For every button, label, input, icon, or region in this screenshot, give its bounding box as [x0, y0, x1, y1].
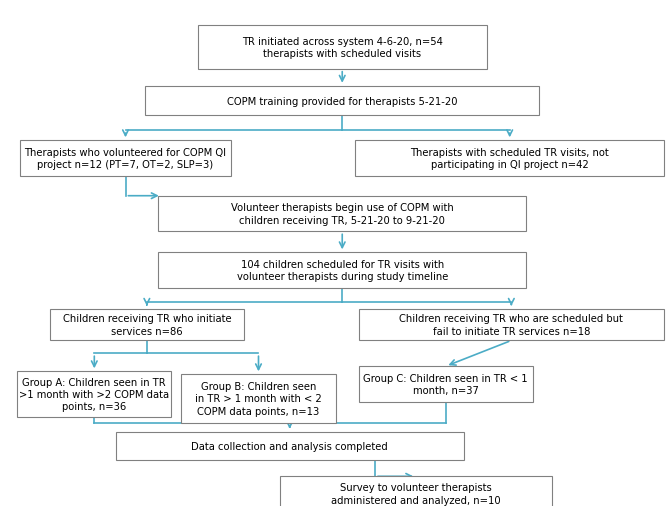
FancyBboxPatch shape [159, 253, 526, 288]
FancyBboxPatch shape [17, 372, 171, 417]
FancyBboxPatch shape [50, 309, 244, 341]
Text: Group B: Children seen
in TR > 1 month with < 2
COPM data points, n=13: Group B: Children seen in TR > 1 month w… [195, 381, 322, 416]
Text: COPM training provided for therapists 5-21-20: COPM training provided for therapists 5-… [227, 96, 458, 106]
FancyBboxPatch shape [280, 476, 552, 509]
Text: Group C: Children seen in TR < 1
month, n=37: Group C: Children seen in TR < 1 month, … [364, 373, 528, 395]
Text: Children receiving TR who are scheduled but
fail to initiate TR services n=18: Children receiving TR who are scheduled … [399, 314, 624, 336]
Text: TR initiated across system 4-6-20, n=54
therapists with scheduled visits: TR initiated across system 4-6-20, n=54 … [242, 37, 443, 59]
Text: Volunteer therapists begin use of COPM with
children receiving TR, 5-21-20 to 9-: Volunteer therapists begin use of COPM w… [231, 203, 454, 225]
FancyBboxPatch shape [359, 309, 664, 341]
Text: Data collection and analysis completed: Data collection and analysis completed [192, 441, 388, 451]
FancyBboxPatch shape [116, 432, 464, 461]
Text: Group A: Children seen in TR
>1 month with >2 COPM data
points, n=36: Group A: Children seen in TR >1 month wi… [19, 377, 169, 412]
FancyBboxPatch shape [198, 26, 487, 70]
FancyBboxPatch shape [355, 141, 664, 177]
Text: Therapists with scheduled TR visits, not
participating in QI project n=42: Therapists with scheduled TR visits, not… [411, 148, 609, 170]
Text: Children receiving TR who initiate
services n=86: Children receiving TR who initiate servi… [62, 314, 231, 336]
FancyBboxPatch shape [145, 87, 539, 116]
FancyBboxPatch shape [181, 375, 336, 423]
FancyBboxPatch shape [20, 141, 230, 177]
Text: Therapists who volunteered for COPM QI
project n=12 (PT=7, OT=2, SLP=3): Therapists who volunteered for COPM QI p… [24, 148, 226, 170]
FancyBboxPatch shape [359, 366, 533, 402]
Text: Survey to volunteer therapists
administered and analyzed, n=10: Survey to volunteer therapists administe… [331, 483, 501, 505]
FancyBboxPatch shape [159, 196, 526, 232]
Text: 104 children scheduled for TR visits with
volunteer therapists during study time: 104 children scheduled for TR visits wit… [237, 260, 448, 281]
